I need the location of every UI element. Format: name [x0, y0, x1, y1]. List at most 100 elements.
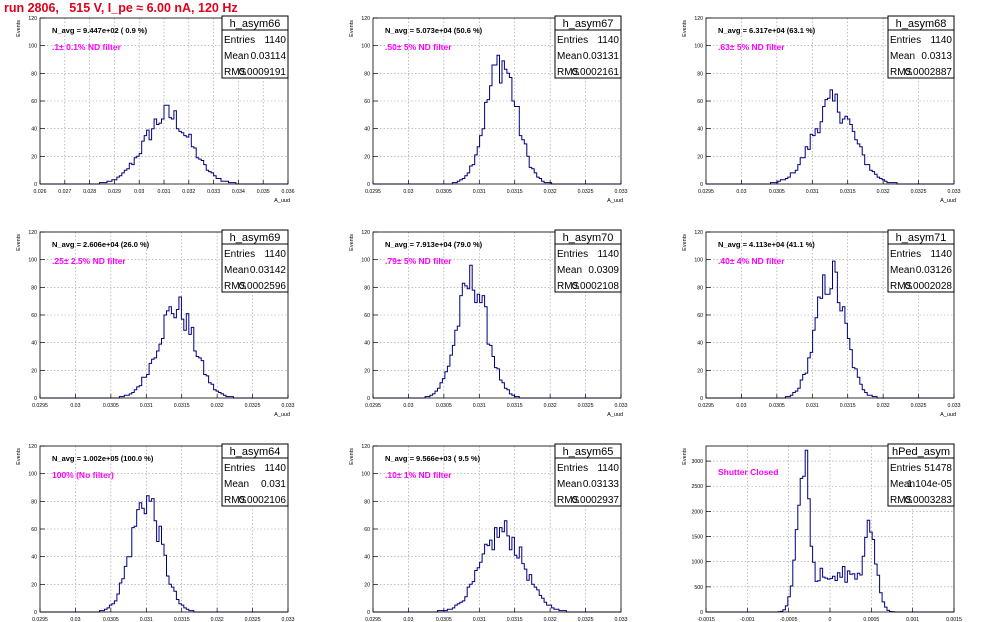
- x-tick-label: 0.001: [906, 617, 919, 622]
- y-tick-label: 100: [361, 44, 370, 50]
- stat-label: Entries: [890, 35, 921, 46]
- filter-note: .25± 2.5% ND filter: [52, 256, 126, 266]
- y-tick-label: 20: [31, 368, 37, 374]
- stat-label: Mean: [557, 265, 582, 276]
- y-axis-label: Events: [16, 234, 22, 251]
- x-tick-label: 0.033: [207, 189, 220, 195]
- avg-label: N_avg = 1.002e+05 (100.0 %): [52, 454, 154, 463]
- y-axis-label: Events: [16, 448, 22, 465]
- x-tick-label: 0.0325: [245, 617, 261, 622]
- x-tick-label: 0.0295: [698, 189, 714, 195]
- y-tick-label: 120: [361, 16, 370, 22]
- y-tick-label: 2000: [691, 509, 703, 515]
- y-tick-label: 100: [694, 258, 703, 264]
- y-axis-label: Events: [682, 234, 688, 251]
- avg-label: N_avg = 4.113e+04 (41.1 %): [718, 240, 815, 249]
- y-tick-label: 120: [28, 230, 37, 236]
- stat-value: 0.0002596: [239, 281, 287, 292]
- x-tick-label: 0.029: [108, 189, 121, 195]
- y-tick-label: 120: [28, 16, 37, 22]
- stat-value: 0.03133: [583, 479, 620, 490]
- stat-label: Entries: [557, 463, 588, 474]
- y-tick-label: 60: [364, 99, 370, 105]
- stat-label: Mean: [224, 265, 249, 276]
- stat-value: 0.0002937: [572, 495, 620, 506]
- y-axis-label: Events: [16, 20, 22, 37]
- stats-box: [554, 15, 622, 79]
- stat-value: 1140: [930, 249, 952, 260]
- stat-value: 1140: [597, 35, 619, 46]
- stat-value: 0.0002161: [572, 67, 620, 78]
- stat-value: 0.0009191: [239, 67, 287, 78]
- histogram-name: h_asym71: [896, 232, 947, 244]
- x-tick-label: 0.034: [232, 189, 245, 195]
- x-tick-label: 0.0325: [578, 403, 594, 409]
- x-axis-label: A_uud: [607, 198, 623, 204]
- histogram-panel: 0.0295 0.03 0.0305 0.031 0.0315 0.032 0.0325 0.…: [349, 443, 628, 622]
- x-tick-label: 0.03: [403, 189, 413, 195]
- stats-box: [554, 443, 622, 507]
- histogram-name: h_asym65: [563, 446, 614, 458]
- x-tick-label: 0.0315: [174, 617, 190, 622]
- x-tick-label: 0.031: [158, 189, 171, 195]
- x-tick-label: 0.033: [615, 189, 628, 195]
- y-tick-label: 20: [31, 154, 37, 160]
- histogram-panel: 0.0295 0.03 0.0305 0.031 0.0315 0.032 0.0325 0.…: [682, 229, 961, 418]
- x-tick-label: 0.03: [736, 403, 746, 409]
- x-axis-label: A_uud: [274, 198, 290, 204]
- y-tick-label: 0: [700, 396, 703, 402]
- x-tick-label: 0.0295: [32, 403, 48, 409]
- x-tick-label: 0.033: [948, 403, 961, 409]
- plot-frame: [705, 231, 955, 399]
- stat-label: Mean: [557, 479, 582, 490]
- y-axis-label: Events: [349, 20, 355, 37]
- y-tick-label: 40: [364, 555, 370, 561]
- stat-label: Entries: [224, 35, 255, 46]
- y-tick-label: 80: [31, 499, 37, 505]
- y-tick-label: 20: [697, 368, 703, 374]
- filter-note: .63± 5% ND filter: [718, 42, 785, 52]
- x-tick-label: 0.0315: [174, 403, 190, 409]
- stat-label: RMS: [224, 495, 247, 506]
- y-tick-label: 80: [697, 285, 703, 291]
- x-tick-label: 0.03: [403, 617, 413, 622]
- y-tick-label: 40: [364, 341, 370, 347]
- stat-label: RMS: [890, 67, 913, 78]
- stat-label: Entries: [890, 463, 921, 474]
- x-tick-label: 0.032: [544, 403, 557, 409]
- x-tick-label: 0.0295: [365, 403, 381, 409]
- y-tick-label: 0: [367, 396, 370, 402]
- histogram-name: h_asym70: [563, 232, 614, 244]
- x-tick-label: 0.0325: [245, 403, 261, 409]
- x-tick-label: 0.03: [70, 403, 80, 409]
- stat-label: Mean: [224, 51, 249, 62]
- stat-value: 0.0002108: [572, 281, 620, 292]
- stat-value: 0.031: [261, 479, 286, 490]
- y-tick-label: 20: [364, 154, 370, 160]
- x-tick-label: 0.027: [58, 189, 71, 195]
- x-axis-label: A_uud: [940, 198, 956, 204]
- x-tick-label: 0.031: [806, 403, 819, 409]
- x-tick-label: 0.032: [211, 617, 224, 622]
- y-tick-label: 20: [697, 154, 703, 160]
- x-tick-label: 0.0005: [863, 617, 879, 622]
- stat-label: Mean: [890, 479, 915, 490]
- stat-label: RMS: [890, 495, 913, 506]
- avg-label: N_avg = 2.606e+04 (26.0 %): [52, 240, 150, 249]
- x-tick-label: 0.0315: [507, 617, 523, 622]
- x-tick-label: 0.0325: [911, 403, 927, 409]
- stat-value: 1140: [264, 249, 286, 260]
- plot-frame: [39, 17, 289, 185]
- x-tick-label: 0.031: [473, 403, 486, 409]
- y-tick-label: 20: [364, 368, 370, 374]
- avg-label: N_avg = 6.317e+04 (63.1 %): [718, 26, 816, 35]
- stats-box: [221, 443, 289, 507]
- y-tick-label: 80: [697, 71, 703, 77]
- x-tick-label: 0.0315: [507, 403, 523, 409]
- x-tick-label: 0.03: [70, 617, 80, 622]
- y-tick-label: 60: [364, 527, 370, 533]
- x-tick-label: 0.0315: [507, 189, 523, 195]
- plot-frame: [372, 231, 622, 399]
- x-tick-label: -0.0005: [780, 617, 798, 622]
- x-tick-label: 0.032: [182, 189, 195, 195]
